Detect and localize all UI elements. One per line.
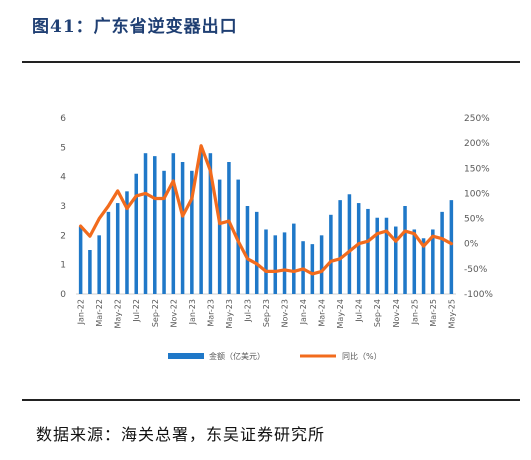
bar xyxy=(282,232,287,294)
x-tick-label: May-25 xyxy=(447,299,456,328)
bar xyxy=(134,173,139,294)
bar xyxy=(97,235,101,294)
legend-label-bar: 金额（亿美元） xyxy=(209,351,265,361)
bar xyxy=(292,223,296,294)
legend-label-line: 同比（%） xyxy=(342,351,382,361)
x-tick-label: Sep-22 xyxy=(151,299,160,327)
left-tick-label: 6 xyxy=(60,114,66,124)
right-tick-label: 250% xyxy=(464,114,490,124)
top-rule xyxy=(22,61,520,63)
bar xyxy=(125,191,129,294)
bar xyxy=(366,208,370,294)
left-tick-label: 1 xyxy=(60,261,66,271)
left-tick-label: 4 xyxy=(60,173,66,183)
bar xyxy=(393,226,398,294)
x-tick-label: May-22 xyxy=(114,299,123,328)
bar xyxy=(199,150,203,294)
right-tick-label: 150% xyxy=(464,164,490,174)
bar xyxy=(190,170,194,294)
x-tick-label: Jan-22 xyxy=(77,299,86,325)
x-tick-label: Nov-23 xyxy=(281,299,290,327)
bar xyxy=(115,203,120,294)
x-tick-label: Nov-22 xyxy=(169,299,178,327)
bar xyxy=(403,206,407,294)
x-tick-label: Mar-25 xyxy=(429,299,438,327)
right-tick-label: -50% xyxy=(464,265,488,275)
left-tick-label: 3 xyxy=(60,202,66,212)
x-tick-label: May-23 xyxy=(225,299,234,328)
x-axis-ticks: Jan-22 Mar-22 May-22 Jul-22 Sep-22 Nov-22 Jan-… xyxy=(77,299,457,328)
x-tick-label: May-24 xyxy=(336,299,345,328)
bar xyxy=(338,200,342,294)
right-tick-label: -100% xyxy=(464,290,493,300)
bar xyxy=(319,235,324,294)
x-tick-label: Mar-23 xyxy=(206,299,215,327)
x-tick-label: Jan-24 xyxy=(299,299,308,325)
x-tick-label: Sep-24 xyxy=(373,299,382,327)
bar xyxy=(440,211,444,294)
x-tick-label: Jul-24 xyxy=(355,299,364,323)
bar xyxy=(217,179,222,294)
bar xyxy=(356,203,361,294)
bar xyxy=(153,156,157,294)
bar xyxy=(412,229,417,294)
bar xyxy=(254,211,259,294)
x-tick-label: Jan-25 xyxy=(410,299,419,325)
bar xyxy=(180,162,185,294)
bar xyxy=(264,229,268,294)
right-tick-label: 200% xyxy=(464,139,490,149)
x-tick-label: Jul-22 xyxy=(132,299,141,323)
chart-title: 图41：广东省逆变器出口 xyxy=(32,17,238,37)
bar xyxy=(449,200,454,294)
x-tick-label: Jan-23 xyxy=(188,299,197,325)
x-tick-label: Mar-24 xyxy=(318,299,327,327)
bar xyxy=(310,244,315,294)
bottom-rule xyxy=(22,399,520,401)
yoy-line xyxy=(78,144,453,276)
bar xyxy=(236,179,240,294)
right-tick-label: 100% xyxy=(464,189,490,199)
x-tick-label: Mar-22 xyxy=(95,299,104,327)
source-note: 数据来源：海关总署，东吴证券研究所 xyxy=(36,425,326,444)
bar xyxy=(273,235,278,294)
bar xyxy=(384,217,389,294)
x-tick-label: Jul-23 xyxy=(243,299,252,323)
bar xyxy=(78,226,83,294)
x-tick-label: Sep-23 xyxy=(262,299,271,327)
bar xyxy=(421,238,426,294)
left-tick-label: 5 xyxy=(60,143,66,153)
bar xyxy=(245,206,250,294)
left-tick-label: 2 xyxy=(60,231,66,241)
bar xyxy=(208,153,213,294)
bar xyxy=(227,162,231,294)
bar xyxy=(347,194,352,294)
legend: 金额（亿美元） 同比（%） xyxy=(168,351,382,361)
right-tick-label: 0% xyxy=(464,240,479,250)
bar xyxy=(375,217,379,294)
bar xyxy=(162,170,166,294)
bar xyxy=(88,250,92,294)
right-axis-ticks: -100% -50% 0% 50% 100% 150% 200% 250% xyxy=(464,114,493,300)
x-tick-label: Nov-24 xyxy=(392,299,401,327)
bar xyxy=(431,229,435,294)
legend-swatch-bar xyxy=(168,353,204,359)
right-tick-label: 50% xyxy=(464,215,484,225)
left-axis-ticks: 0 1 2 3 4 5 6 xyxy=(60,114,66,300)
bar xyxy=(329,214,333,294)
bar xyxy=(171,153,176,294)
bar xyxy=(106,211,111,294)
left-tick-label: 0 xyxy=(60,290,66,300)
line-series xyxy=(78,144,453,276)
bar xyxy=(143,153,148,294)
